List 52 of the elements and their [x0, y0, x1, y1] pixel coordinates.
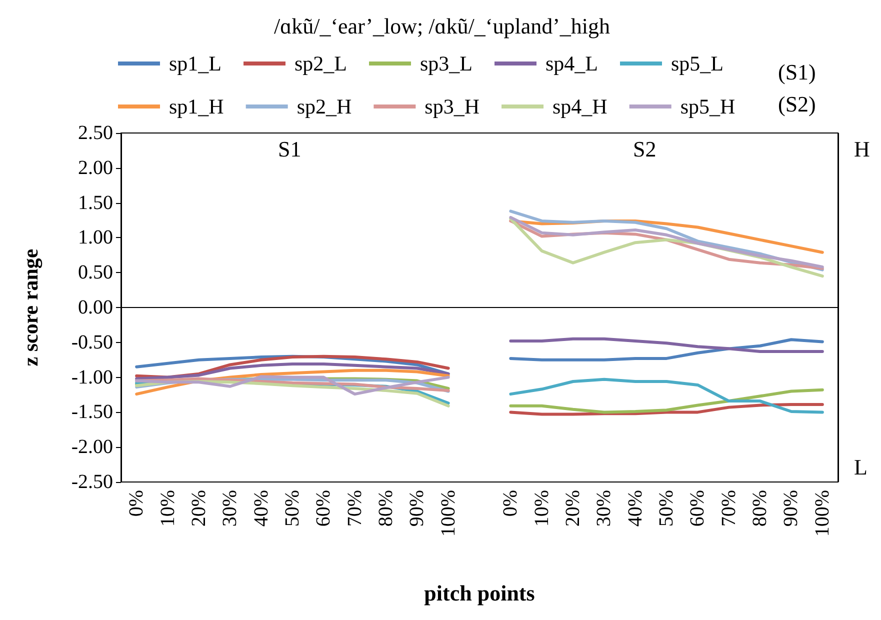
- x-tick-label: 30%: [219, 490, 242, 527]
- x-tick-label: 40%: [250, 490, 272, 527]
- y-tick-label: 1.00: [78, 226, 113, 249]
- x-tick-label: 20%: [562, 490, 584, 527]
- x-tick-label: 10%: [156, 490, 179, 527]
- legend-label: sp1_H: [169, 94, 224, 118]
- x-tick-label: 50%: [656, 490, 678, 527]
- x-tick-label: 20%: [188, 490, 210, 527]
- x-tick-label: 0%: [500, 490, 522, 517]
- x-tick-label: 50%: [281, 490, 304, 527]
- x-tick-label: 70%: [344, 490, 366, 527]
- y-tick-label: -1.00: [71, 366, 113, 388]
- y-tick-label: -0.50: [71, 331, 113, 354]
- text: (S1): [778, 60, 816, 84]
- chart-title: /ɑkũ/_‘ear’_low; /ɑkũ/_‘upland’_high: [274, 14, 610, 38]
- y-tick-label: -2.50: [71, 471, 113, 493]
- y-tick-label: 2.50: [78, 122, 113, 144]
- legend-label: sp4_H: [552, 94, 608, 118]
- x-tick-label: 100%: [437, 490, 460, 537]
- legend-label: sp5_L: [671, 52, 724, 76]
- text: (S2): [778, 92, 816, 116]
- annotation: S2: [633, 136, 656, 162]
- y-axis-title: z score range: [18, 248, 42, 366]
- y-tick-label: -1.50: [71, 401, 113, 424]
- x-tick-label: 80%: [749, 490, 772, 527]
- legend-label: sp3_L: [420, 52, 472, 76]
- x-tick-label: 40%: [624, 490, 646, 527]
- text: H: [854, 136, 870, 162]
- x-tick-label: 90%: [780, 490, 802, 527]
- x-tick-label: 30%: [593, 490, 616, 527]
- x-tick-label: 60%: [312, 490, 335, 527]
- x-tick-label: 80%: [374, 490, 397, 527]
- x-tick-label: 0%: [126, 490, 148, 517]
- x-axis-title: pitch points: [424, 580, 536, 606]
- x-tick-label: 10%: [530, 490, 553, 527]
- legend-label: sp5_H: [680, 94, 736, 118]
- y-tick-label: 1.50: [78, 192, 113, 214]
- x-tick-label: 90%: [406, 490, 428, 527]
- y-tick-label: 0.50: [78, 262, 113, 284]
- legend-label: sp1_L: [169, 52, 222, 76]
- y-tick-label: -2.00: [71, 436, 113, 458]
- x-tick-label: 70%: [718, 490, 740, 527]
- y-tick-label: 2.00: [78, 156, 113, 179]
- y-tick-label: 0.00: [78, 296, 113, 318]
- annotation: S1: [278, 136, 302, 162]
- legend-label: sp3_H: [424, 94, 480, 118]
- legend-label: sp2_H: [296, 94, 352, 118]
- legend-label: sp4_L: [546, 52, 598, 76]
- x-tick-label: 100%: [811, 490, 834, 537]
- text: L: [854, 454, 868, 480]
- x-tick-label: 60%: [686, 490, 709, 527]
- legend-label: sp2_L: [294, 52, 347, 76]
